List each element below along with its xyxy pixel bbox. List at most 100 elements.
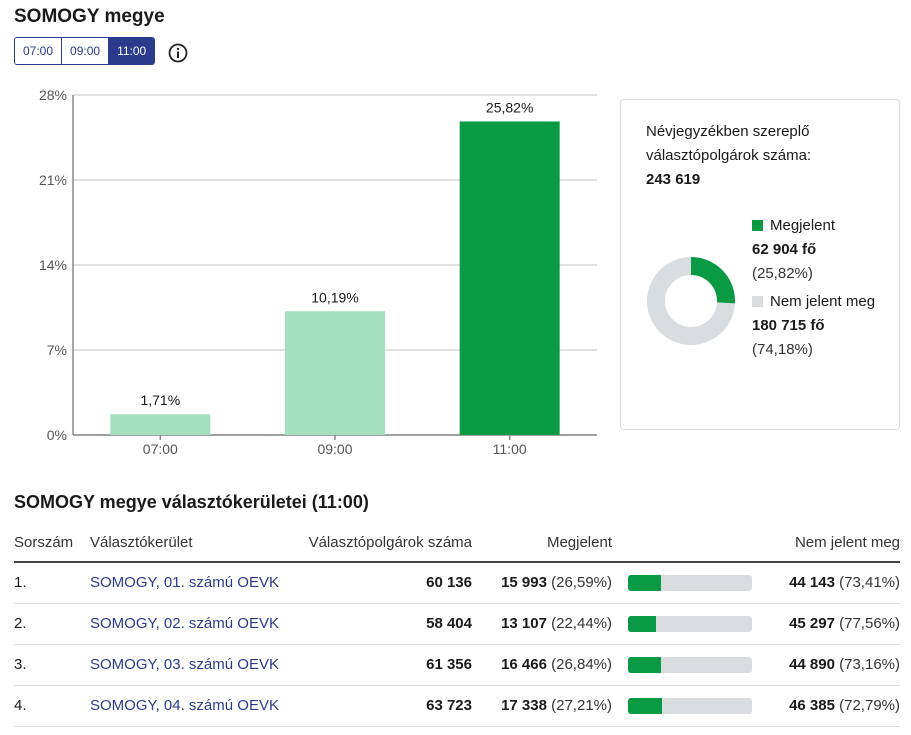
district-link[interactable]: SOMOGY, 04. számú OEVK — [90, 697, 279, 714]
row-turnout: 16 466 — [501, 656, 547, 673]
row-voters: 63 723 — [286, 685, 472, 727]
turnout-progress-bar — [628, 574, 752, 591]
y-tick-label: 7% — [47, 342, 67, 358]
row-not-cell: 44 890 (73,16%) — [776, 644, 900, 686]
row-turnout: 13 107 — [501, 615, 547, 632]
row-not-appeared: 44 143 — [789, 574, 835, 592]
x-tick-label: 11:00 — [493, 441, 527, 457]
row-turnout-cell: 16 466 (26,84%) — [472, 644, 612, 686]
district-link[interactable]: SOMOGY, 01. számú OEVK — [90, 574, 279, 592]
row-not-cell: 45 297 (77,56%) — [776, 603, 900, 645]
row-turnout: 17 338 — [501, 697, 547, 714]
row-bar-cell — [612, 644, 776, 686]
row-no: 3. — [14, 644, 90, 686]
summary-card: Névjegyzékben szereplő választópolgárok … — [620, 99, 900, 430]
turnout-progress-bar — [628, 615, 752, 632]
row-not-appeared-pct: (72,79%) — [839, 697, 900, 714]
time-selector: 07:00 09:00 11:00 — [14, 37, 156, 65]
turnout-donut-chart — [647, 257, 735, 345]
turnout-progress-fill — [628, 574, 661, 591]
row-bar-cell — [612, 603, 776, 645]
bar-value-label: 10,19% — [311, 289, 358, 305]
district-link[interactable]: SOMOGY, 02. számú OEVK — [90, 615, 279, 632]
row-not-appeared: 45 297 — [789, 615, 835, 632]
legend-appeared-pct: (25,82%) — [752, 265, 813, 282]
bar-11-00 — [459, 121, 560, 435]
registered-voters-label: Névjegyzékben szereplő választópolgárok … — [646, 123, 812, 164]
table-row: 2. SOMOGY, 02. számú OEVK 58 404 13 107 (22… — [14, 603, 900, 645]
legend-not-appeared-label: Nem jelent meg — [770, 293, 876, 310]
turnout-progress-bar — [628, 697, 752, 714]
row-not-cell: 46 385 (72,79%) — [776, 685, 900, 727]
header-no: Sorszám — [14, 524, 90, 563]
row-not-appeared-pct: (73,41%) — [839, 574, 900, 592]
tab-07-00[interactable]: 07:00 — [15, 38, 63, 64]
page-title: SOMOGY megye — [14, 6, 165, 27]
row-bar-cell — [612, 562, 776, 604]
turnout-progress-fill — [628, 697, 662, 714]
legend-appeared-swatch — [752, 220, 763, 231]
row-turnout-pct: (27,21%) — [551, 697, 612, 714]
tab-11-00[interactable]: 11:00 — [109, 38, 155, 64]
row-voters: 61 356 — [286, 644, 472, 686]
row-not-appeared: 44 890 — [789, 656, 835, 673]
row-turnout-cell: 17 338 (27,21%) — [472, 685, 612, 727]
donut-legend: Megjelent 62 904 fő (25,82%) Nem jelent … — [752, 214, 892, 366]
row-turnout: 15 993 — [501, 574, 547, 592]
donut-appeared-segment — [647, 257, 735, 345]
turnout-progress-fill — [628, 656, 662, 673]
row-no: 2. — [14, 603, 90, 645]
y-tick-label: 21% — [39, 172, 67, 188]
table-row: 3. SOMOGY, 03. számú OEVK 61 356 16 466 (26… — [14, 644, 900, 686]
districts-title: SOMOGY megye választókerületei (11:00) — [14, 492, 369, 512]
turnout-progress-fill — [628, 615, 656, 632]
legend-not-appeared-swatch — [752, 296, 763, 307]
turnout-progress-bar — [628, 656, 752, 673]
district-link[interactable]: SOMOGY, 03. számú OEVK — [90, 656, 279, 673]
turnout-bar-chart: 0% 7% 14% 21% 28% 1,71% 07:00 10,19% 09:00 25,82%… — [39, 87, 597, 457]
registered-voters-total: 243 619 — [646, 171, 701, 188]
row-turnout-pct: (26,59%) — [551, 574, 612, 592]
bar-07-00 — [110, 414, 211, 435]
row-not-appeared-pct: (77,56%) — [839, 615, 900, 632]
header-bar — [612, 524, 776, 563]
row-voters: 58 404 — [286, 603, 472, 645]
row-turnout-cell: 15 993 (26,59%) — [472, 562, 612, 604]
row-turnout-cell: 13 107 (22,44%) — [472, 603, 612, 645]
districts-table: Sorszám Választókerület Választópolgárok… — [14, 524, 900, 727]
x-tick-label: 07:00 — [143, 441, 178, 457]
legend-appeared-label: Megjelent — [770, 217, 836, 234]
row-not-appeared-pct: (73,16%) — [839, 656, 900, 673]
row-turnout-pct: (26,84%) — [551, 656, 612, 673]
bar-value-label: 25,82% — [486, 99, 533, 115]
row-not-appeared: 46 385 — [789, 697, 835, 714]
legend-not-appeared-pct: (74,18%) — [752, 341, 813, 358]
row-bar-cell — [612, 685, 776, 727]
bar-value-label: 1,71% — [140, 392, 180, 408]
bar-09-00 — [285, 311, 385, 435]
row-no: 1. — [14, 562, 90, 604]
row-voters: 60 136 — [286, 562, 472, 604]
table-row: 1. SOMOGY, 01. számú OEVK 60 136 15 993 (26… — [14, 562, 900, 604]
table-header-row: Sorszám Választókerület Választópolgárok… — [14, 524, 900, 563]
y-tick-label: 28% — [39, 87, 67, 103]
header-voters: Választópolgárok száma — [286, 524, 472, 563]
x-tick-label: 09:00 — [317, 441, 352, 457]
row-name-cell: SOMOGY, 02. számú OEVK — [90, 603, 286, 645]
table-row: 4. SOMOGY, 04. számú OEVK 63 723 17 338 (27… — [14, 685, 900, 727]
y-tick-label: 0% — [47, 427, 67, 443]
row-turnout-pct: (22,44%) — [551, 615, 612, 632]
legend-not-appeared-count: 180 715 fő — [752, 317, 825, 334]
header-not-appeared: Nem jelent meg — [776, 524, 900, 563]
header-name: Választókerület — [90, 524, 286, 563]
row-no: 4. — [14, 685, 90, 727]
header-turnout: Megjelent — [472, 524, 612, 563]
row-not-cell: 44 143 (73,41%) — [776, 562, 900, 604]
tab-09-00[interactable]: 09:00 — [62, 38, 110, 64]
legend-appeared-count: 62 904 fő — [752, 241, 817, 258]
row-name-cell: SOMOGY, 04. számú OEVK — [90, 685, 286, 727]
row-name-cell: SOMOGY, 01. számú OEVK — [90, 562, 286, 604]
info-icon[interactable] — [168, 43, 188, 63]
row-name-cell: SOMOGY, 03. számú OEVK — [90, 644, 286, 686]
y-tick-label: 14% — [39, 257, 67, 273]
